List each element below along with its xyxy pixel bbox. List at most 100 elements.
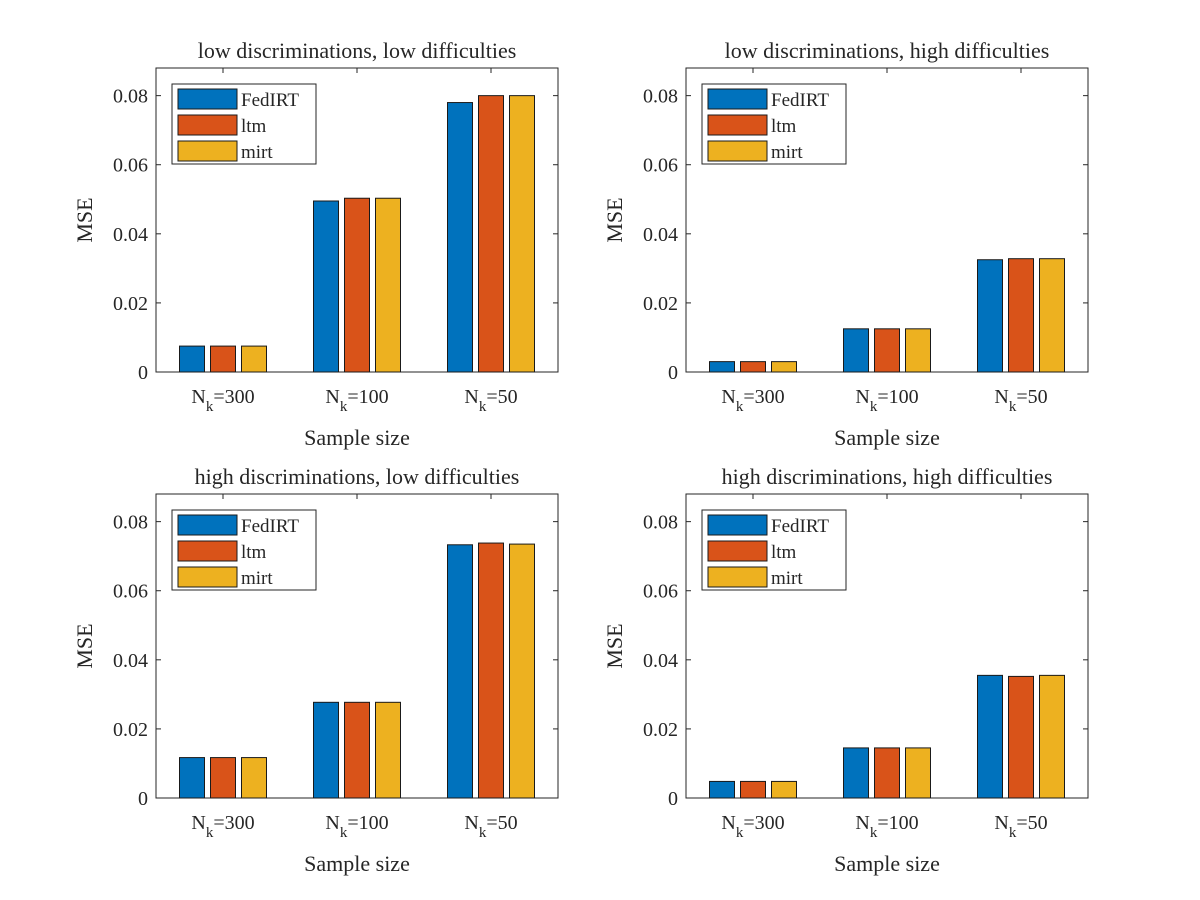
x-tick-label-base: N [325, 812, 339, 834]
x-tick-label-base: N [855, 386, 869, 408]
bar-fedirt-3 [977, 674, 1003, 799]
y-axis-label: MSE [602, 197, 627, 242]
x-tick-label-rest: =50 [486, 386, 517, 408]
x-tick-label-sub: k [479, 825, 487, 841]
x-tick-label-rest: =300 [213, 812, 254, 834]
legend-label-fedirt: FedIRT [241, 90, 299, 111]
bar-fedirt-1 [709, 361, 735, 373]
x-tick-label-sub: k [1009, 825, 1017, 841]
x-tick-label-base: N [721, 386, 735, 408]
y-tick-label: 0.02 [643, 293, 678, 315]
y-tick-label: 0.04 [113, 650, 148, 672]
x-tick-label-rest: =100 [347, 812, 388, 834]
bar-ltm-3 [1008, 258, 1034, 373]
legend-label-ltm: ltm [771, 116, 797, 137]
x-tick-label-base: N [994, 812, 1008, 834]
x-tick-label: Nk=300 [191, 812, 254, 841]
y-tick-label: 0.02 [113, 293, 148, 315]
legend-swatch-fedirt [707, 88, 768, 110]
legend-swatch-ltm [707, 540, 768, 562]
legend: FedIRT ltm mirt [171, 83, 317, 165]
x-tick-label-sub: k [736, 399, 744, 415]
bar-mirt-1 [771, 780, 797, 799]
legend-swatch-fedirt [177, 88, 238, 110]
x-tick-label: Nk=300 [721, 386, 784, 415]
y-tick-label: 0.04 [113, 224, 148, 246]
x-tick-label-base: N [464, 386, 478, 408]
legend-swatch-ltm [707, 114, 768, 136]
bar-fedirt-2 [313, 200, 339, 373]
x-axis-label: Sample size [304, 425, 410, 450]
y-tick-label: 0 [138, 788, 148, 810]
x-tick-label-rest: =100 [347, 386, 388, 408]
bar-fedirt-3 [447, 544, 473, 799]
y-axis-label: MSE [602, 623, 627, 668]
legend-label-ltm: ltm [241, 542, 267, 563]
bar-fedirt-2 [313, 701, 339, 799]
x-tick-label-base: N [191, 812, 205, 834]
legend-swatch-fedirt [177, 514, 238, 536]
bar-fedirt-2 [843, 747, 869, 799]
chart-title: low discriminations, low difficulties [198, 38, 517, 63]
y-tick-label: 0.02 [643, 719, 678, 741]
x-tick-label-base: N [464, 812, 478, 834]
x-tick-label-rest: =50 [1016, 386, 1047, 408]
bar-ltm-2 [344, 701, 370, 799]
legend-label-ltm: ltm [241, 116, 267, 137]
x-tick-label: Nk=50 [464, 386, 517, 415]
legend-label-ltm: ltm [771, 542, 797, 563]
x-tick-label: Nk=300 [191, 386, 254, 415]
bar-fedirt-2 [843, 328, 869, 373]
bar-mirt-1 [241, 345, 267, 373]
x-axis-label: Sample size [834, 425, 940, 450]
legend: FedIRT ltm mirt [701, 509, 847, 591]
legend-swatch-ltm [177, 540, 238, 562]
bar-fedirt-1 [179, 345, 205, 373]
legend-swatch-mirt [177, 566, 238, 588]
bar-mirt-2 [375, 197, 401, 373]
legend-swatch-mirt [707, 140, 768, 162]
y-tick-label: 0.04 [643, 650, 678, 672]
y-tick-label: 0.08 [113, 86, 148, 108]
bar-ltm-3 [478, 95, 504, 373]
x-tick-label-sub: k [870, 399, 878, 415]
legend-label-mirt: mirt [241, 142, 273, 163]
x-tick-label-rest: =50 [1016, 812, 1047, 834]
x-tick-label-sub: k [206, 399, 214, 415]
x-tick-label-sub: k [479, 399, 487, 415]
bar-mirt-3 [1039, 674, 1065, 799]
x-tick-label: Nk=50 [464, 812, 517, 841]
y-tick-label: 0 [668, 788, 678, 810]
y-tick-label: 0.08 [643, 86, 678, 108]
legend-label-fedirt: FedIRT [241, 516, 299, 537]
legend-swatch-ltm [177, 114, 238, 136]
x-tick-label-rest: =300 [743, 812, 784, 834]
x-tick-label: Nk=100 [855, 386, 918, 415]
bar-ltm-3 [478, 542, 504, 799]
x-tick-label-base: N [721, 812, 735, 834]
x-tick-label-sub: k [870, 825, 878, 841]
chart-title: low discriminations, high difficulties [725, 38, 1050, 63]
legend-label-mirt: mirt [241, 568, 273, 589]
y-axis-label: MSE [72, 623, 97, 668]
bar-mirt-3 [1039, 258, 1065, 373]
legend-swatch-mirt [177, 140, 238, 162]
legend-label-mirt: mirt [771, 142, 803, 163]
y-tick-label: 0.06 [113, 581, 148, 603]
legend: FedIRT ltm mirt [701, 83, 847, 165]
y-tick-label: 0.02 [113, 719, 148, 741]
y-tick-label: 0.08 [113, 512, 148, 534]
bar-mirt-2 [905, 328, 931, 373]
x-tick-label: Nk=100 [325, 812, 388, 841]
x-tick-label-rest: =100 [877, 812, 918, 834]
legend-swatch-mirt [707, 566, 768, 588]
bar-mirt-3 [509, 95, 535, 373]
x-axis-label: Sample size [834, 851, 940, 876]
x-tick-label-sub: k [340, 825, 348, 841]
x-tick-label-rest: =100 [877, 386, 918, 408]
bar-ltm-1 [210, 345, 236, 373]
